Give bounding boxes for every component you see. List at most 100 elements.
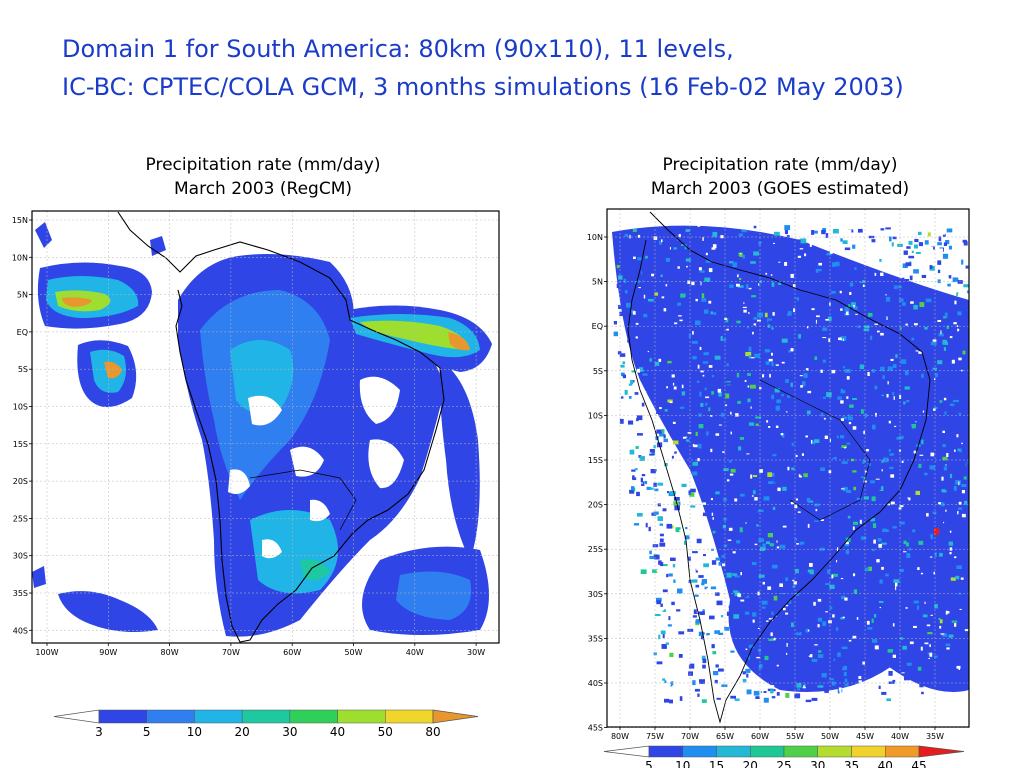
goes-precip-cell [726,363,729,367]
goes-precip-cell [658,285,664,290]
goes-precip-cell [656,429,662,434]
goes-dry-cell [710,415,713,417]
goes-dry-cell [765,272,768,275]
goes-dry-cell [615,706,618,709]
goes-dry-cell [709,586,711,590]
goes-precip-cell [758,574,765,578]
goes-precip-cell [910,381,916,384]
goes-precip-cell [893,579,900,584]
goes-precip-cell [736,372,740,378]
goes-dry-cell [838,337,842,341]
goes-precip-cell [642,373,648,376]
goes-precip-cell [692,615,697,618]
slide-title-line2: IC-BC: CPTEC/COLA GCM, 3 months simulati… [62,73,904,101]
goes-precip-cell [718,632,724,635]
goes-precip-cell [852,470,857,473]
goes-precip-cell [822,359,826,363]
goes-precip-cell [849,282,854,287]
goes-precip-cell [624,389,628,395]
goes-precip-cell [759,512,764,516]
goes-precip-cell [752,562,757,565]
goes-dry-cell [779,583,783,587]
goes-precip-cell [839,331,845,337]
goes-precip-cell [811,697,818,701]
goes-precip-cell [712,256,717,261]
goes-precip-cell [883,640,889,645]
goes-precip-cell [923,583,929,588]
goes-precip-cell [718,328,723,332]
goes-dry-cell [759,469,763,473]
goes-precip-cell [808,255,814,260]
goes-precip-cell [708,251,712,257]
goes-precip-cell [673,247,677,250]
goes-dry-cell [898,507,902,510]
goes-dry-cell [816,315,820,318]
goes-precip-cell [784,495,791,500]
goes-precip-cell [784,568,787,573]
goes-dry-cell [807,390,812,394]
goes-dry-cell [844,447,846,449]
goes-dry-cell [803,685,805,687]
goes-dry-cell [739,253,742,255]
goes-precip-cell [842,665,847,671]
goes-precip-cell [823,600,828,606]
goes-precip-cell [678,237,681,242]
goes-dry-cell [624,415,626,420]
goes-precip-cell [963,476,967,480]
goes-precip-cell [939,400,943,403]
goes-dry-cell [751,495,754,497]
goes-precip-cell [776,495,780,498]
goes-precip-cell [738,317,744,321]
goes-y-tick-label: 35S [588,634,603,643]
goes-precip-cell [640,569,647,574]
regcm-y-tick-label: 15N [12,216,28,225]
goes-precip-cell [650,261,656,265]
goes-precip-cell [876,662,879,666]
goes-precip-cell [900,359,907,364]
goes-dry-cell [706,587,710,591]
goes-dry-cell [806,326,809,329]
goes-dry-cell [824,435,828,439]
goes-dry-cell [693,444,698,448]
goes-colorbar-swatch [716,745,751,758]
goes-precip-cell [676,393,681,398]
goes-precip-cell [697,693,700,697]
goes-dry-cell [776,540,778,543]
goes-precip-cell [739,527,743,533]
goes-precip-cell [942,444,946,448]
goes-precip-cell [724,626,730,631]
goes-precip-cell [803,473,808,478]
goes-precip-cell [660,274,663,277]
goes-precip-cell [861,566,867,571]
goes-precip-cell [872,523,877,528]
goes-dry-cell [903,551,907,553]
goes-dry-cell [915,421,917,423]
goes-precip-cell [845,442,851,445]
goes-precip-cell [833,659,838,664]
goes-dry-cell [930,452,935,457]
goes-precip-cell [762,639,769,642]
goes-precip-cell [827,569,831,574]
goes-dry-cell [917,567,920,570]
goes-precip-cell [734,252,739,257]
goes-precip-cell [887,649,893,653]
goes-precip-cell [661,644,667,649]
goes-precip-cell [741,229,748,233]
goes-dry-cell [890,501,895,505]
goes-precip-cell [795,568,799,574]
goes-precip-cell [695,320,701,325]
goes-dry-cell [885,251,890,255]
goes-precip-cell [942,456,948,461]
goes-precip-cell [746,689,752,695]
goes-dry-cell [866,449,869,452]
goes-precip-cell [748,554,752,559]
goes-precip-cell [654,614,661,616]
goes-dry-cell [668,562,672,566]
goes-precip-cell [904,370,909,376]
goes-precip-cell [678,250,683,255]
goes-precip-cell [691,579,698,583]
goes-precip-cell [698,575,704,578]
goes-precip-cell [895,351,901,356]
goes-precip-cell [938,236,942,242]
goes-precip-cell [929,374,935,378]
